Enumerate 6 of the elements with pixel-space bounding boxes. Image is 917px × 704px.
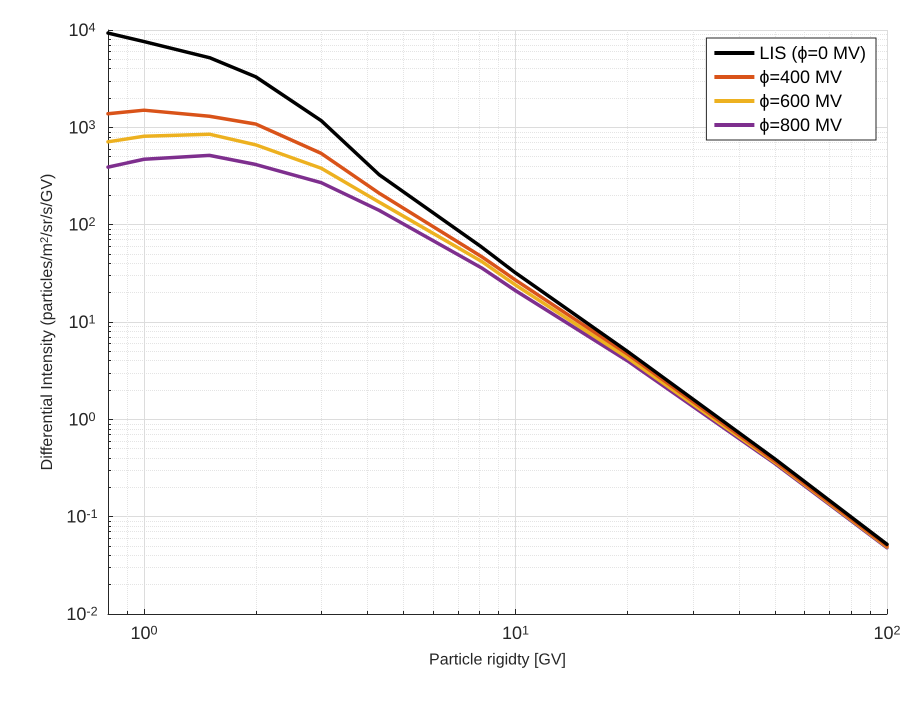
y-axis-title: Differential Intensity (particles/m2/sr/s/GV) [38,174,56,470]
legend-label: ϕ=600 MV [759,91,842,111]
x-axis-title: Particle rigidty [GV] [429,652,566,668]
legend-label: ϕ=400 MV [759,67,842,87]
legend-label: ϕ=800 MV [759,115,842,135]
legend-label: LIS (ϕ=0 MV) [759,43,866,63]
